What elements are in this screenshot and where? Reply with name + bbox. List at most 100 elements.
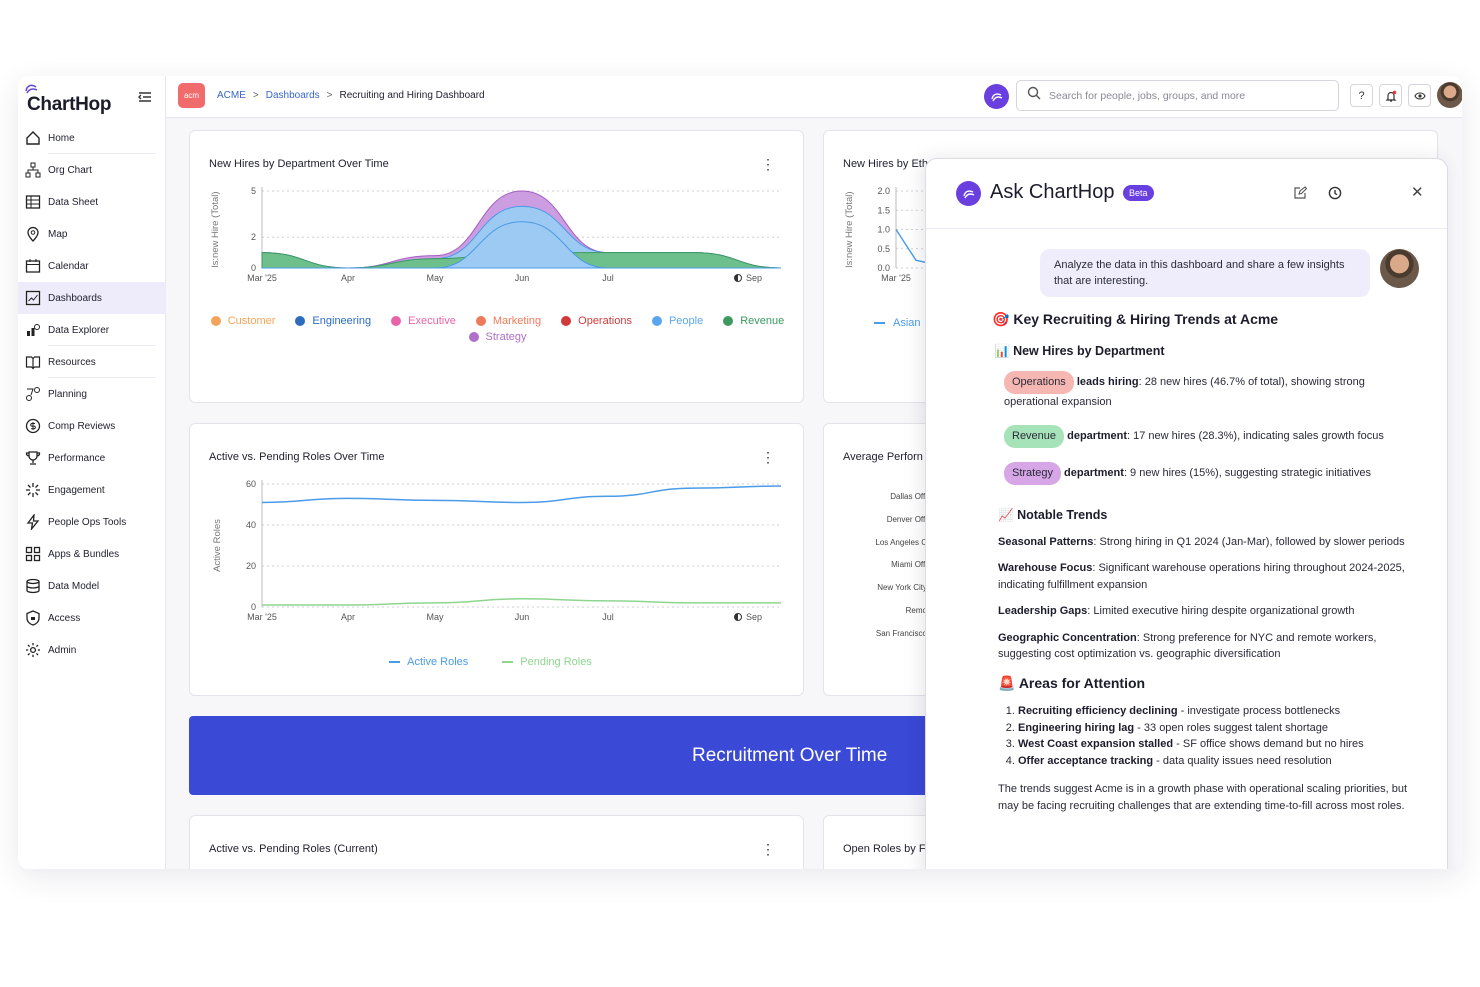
attention-item: Offer acceptance tracking - data quality… (1018, 753, 1418, 770)
new-chat-icon[interactable] (1294, 186, 1308, 202)
x-tick-label: Jun (515, 612, 530, 622)
sidebar-item-people-ops-tools[interactable]: People Ops Tools (18, 506, 166, 538)
sidebar-item-resources[interactable]: Resources (18, 346, 166, 378)
legend-item-strategy[interactable]: Strategy (468, 331, 527, 343)
legend-swatch (723, 316, 734, 326)
help-button[interactable]: ? (1350, 84, 1373, 107)
sidebar-item-access[interactable]: Access (18, 602, 166, 634)
legend-label: Executive (408, 315, 456, 327)
ai-response: 🎯 Key Recruiting & Hiring Trends at Acme… (992, 311, 1418, 814)
trend-insight: Seasonal Patterns: Strong hiring in Q1 2… (998, 534, 1418, 551)
performance-row-label: San Francisco (875, 628, 927, 638)
sidebar-item-home[interactable]: Home (18, 122, 166, 154)
close-icon[interactable]: ✕ (1411, 184, 1424, 201)
charthop-logo[interactable]: ChartHop (24, 82, 111, 116)
insight-bold: Leadership Gaps (998, 605, 1088, 617)
section-heading-text: New Hires by Department (1013, 343, 1165, 358)
preview-button[interactable] (1408, 84, 1431, 107)
legend-item-pending-roles[interactable]: Pending Roles (502, 656, 592, 668)
sidebar-item-performance[interactable]: Performance (18, 442, 166, 474)
sidebar-item-map[interactable]: Map (18, 218, 166, 250)
ask-panel-title: Ask ChartHop (990, 181, 1115, 203)
sidebar-item-admin[interactable]: Admin (18, 634, 166, 666)
top-header: acm ACME > Dashboards > Recruiting and H… (166, 76, 1462, 118)
legend-item-marketing[interactable]: Marketing (475, 315, 541, 327)
sidebar-item-calendar[interactable]: Calendar (18, 250, 166, 282)
y-tick-label: 0 (251, 602, 256, 612)
legend-swatch (502, 661, 514, 663)
user-avatar[interactable] (1437, 82, 1462, 108)
insight-bold: department (1064, 467, 1124, 479)
sidebar-item-comp-reviews[interactable]: Comp Reviews (18, 410, 166, 442)
insight-bold: Engineering hiring lag (1018, 721, 1135, 734)
sidebar-item-data-model[interactable]: Data Model (18, 570, 166, 602)
global-search[interactable] (1016, 80, 1339, 111)
sidebar-item-planning[interactable]: Planning (18, 378, 166, 410)
breadcrumb-current: Recruiting and Hiring Dashboard (339, 90, 485, 101)
kebab-menu-icon[interactable]: ⋮ (761, 449, 775, 465)
insight-text: : Significant warehouse operations hirin… (998, 562, 1405, 591)
sidebar-item-label: Apps & Bundles (48, 548, 120, 560)
app-window: ChartHop Home Org Chart Data Sheet Map Calen… (18, 76, 1462, 869)
x-tick-label: Jul (602, 273, 614, 283)
legend-item-active-roles[interactable]: Active Roles (389, 656, 468, 668)
sidebar-item-org-chart[interactable]: Org Chart (18, 154, 166, 186)
breadcrumb-dashboards[interactable]: Dashboards (265, 90, 320, 101)
legend-item-asian[interactable]: Asian (874, 317, 921, 329)
department-pill[interactable]: Revenue (1004, 425, 1065, 448)
kebab-menu-icon[interactable]: ⋮ (761, 156, 775, 172)
sidebar-item-data-sheet[interactable]: Data Sheet (18, 186, 166, 218)
legend-item-operations[interactable]: Operations (561, 315, 632, 327)
legend-item-revenue[interactable]: Revenue (723, 315, 784, 327)
legend-swatch (651, 316, 662, 326)
line-pending-roles[interactable] (261, 598, 781, 606)
search-input[interactable] (1049, 89, 1319, 102)
sidebar-item-label: Access (48, 612, 81, 624)
department-pill[interactable]: Strategy (1004, 462, 1061, 485)
sidebar-item-engagement[interactable]: Engagement (18, 474, 166, 506)
legend-swatch (295, 316, 306, 326)
insight-text: : Strong preference for NYC and remote w… (998, 631, 1377, 661)
insight-text: - 33 open roles suggest talent shortage (1134, 721, 1328, 734)
sidebar-item-label: Map (48, 228, 68, 240)
performance-row-label: Remo (905, 605, 927, 615)
department-pill[interactable]: Operations (1004, 371, 1074, 394)
insight-bold: Geographic Concentration (998, 631, 1137, 644)
legend: Customer Engineering Executive Marketing Ope… (210, 315, 785, 343)
home-icon (24, 129, 42, 147)
history-icon[interactable] (1328, 186, 1342, 203)
collapse-sidebar-icon[interactable] (138, 90, 152, 106)
x-tick-label: Apr (341, 612, 355, 622)
area-people-front[interactable] (262, 221, 781, 269)
legend-item-executive[interactable]: Executive (391, 315, 456, 327)
ask-ai-button[interactable] (984, 84, 1009, 109)
sidebar-item-apps-bundles[interactable]: Apps & Bundles (18, 538, 166, 570)
department-insight: Operations leads hiring: 28 new hires (4… (1004, 371, 1418, 411)
legend-item-people[interactable]: People (651, 315, 703, 327)
chart-emoji-icon: 📊 (994, 343, 1010, 358)
legend-label: Pending Roles (520, 656, 592, 668)
card-active-vs-pending-roles: Active vs. Pending Roles Over Time ⋮ 60 4… (189, 423, 804, 696)
section-heading-text: Notable Trends (1017, 508, 1108, 522)
sidebar-item-label: Engagement (48, 484, 105, 496)
legend-item-customer[interactable]: Customer (210, 315, 275, 327)
legend-label: Strategy (485, 331, 527, 343)
org-badge[interactable]: acm (178, 83, 205, 108)
card-title: Active vs. Pending Roles Over Time (209, 451, 385, 463)
breadcrumb-acme[interactable]: ACME (217, 90, 246, 101)
legend-item-engineering[interactable]: Engineering (295, 315, 371, 327)
sidebar-item-dashboards[interactable]: Dashboards (18, 282, 166, 314)
line-active-roles[interactable] (261, 485, 782, 504)
x-tick-label: Jun (515, 273, 530, 283)
database-icon (24, 577, 42, 595)
legend-swatch (389, 661, 401, 663)
insight-bold: Warehouse Focus (998, 562, 1093, 574)
notifications-button[interactable] (1379, 84, 1402, 107)
beta-badge: Beta (1123, 185, 1154, 201)
kebab-menu-icon[interactable]: ⋮ (761, 841, 775, 857)
legend-swatch (874, 322, 885, 324)
sidebar-item-data-explorer[interactable]: Data Explorer (18, 314, 166, 346)
card-title: New Hires by Department Over Time (209, 158, 389, 170)
x-tick-label: Sep (746, 612, 762, 622)
